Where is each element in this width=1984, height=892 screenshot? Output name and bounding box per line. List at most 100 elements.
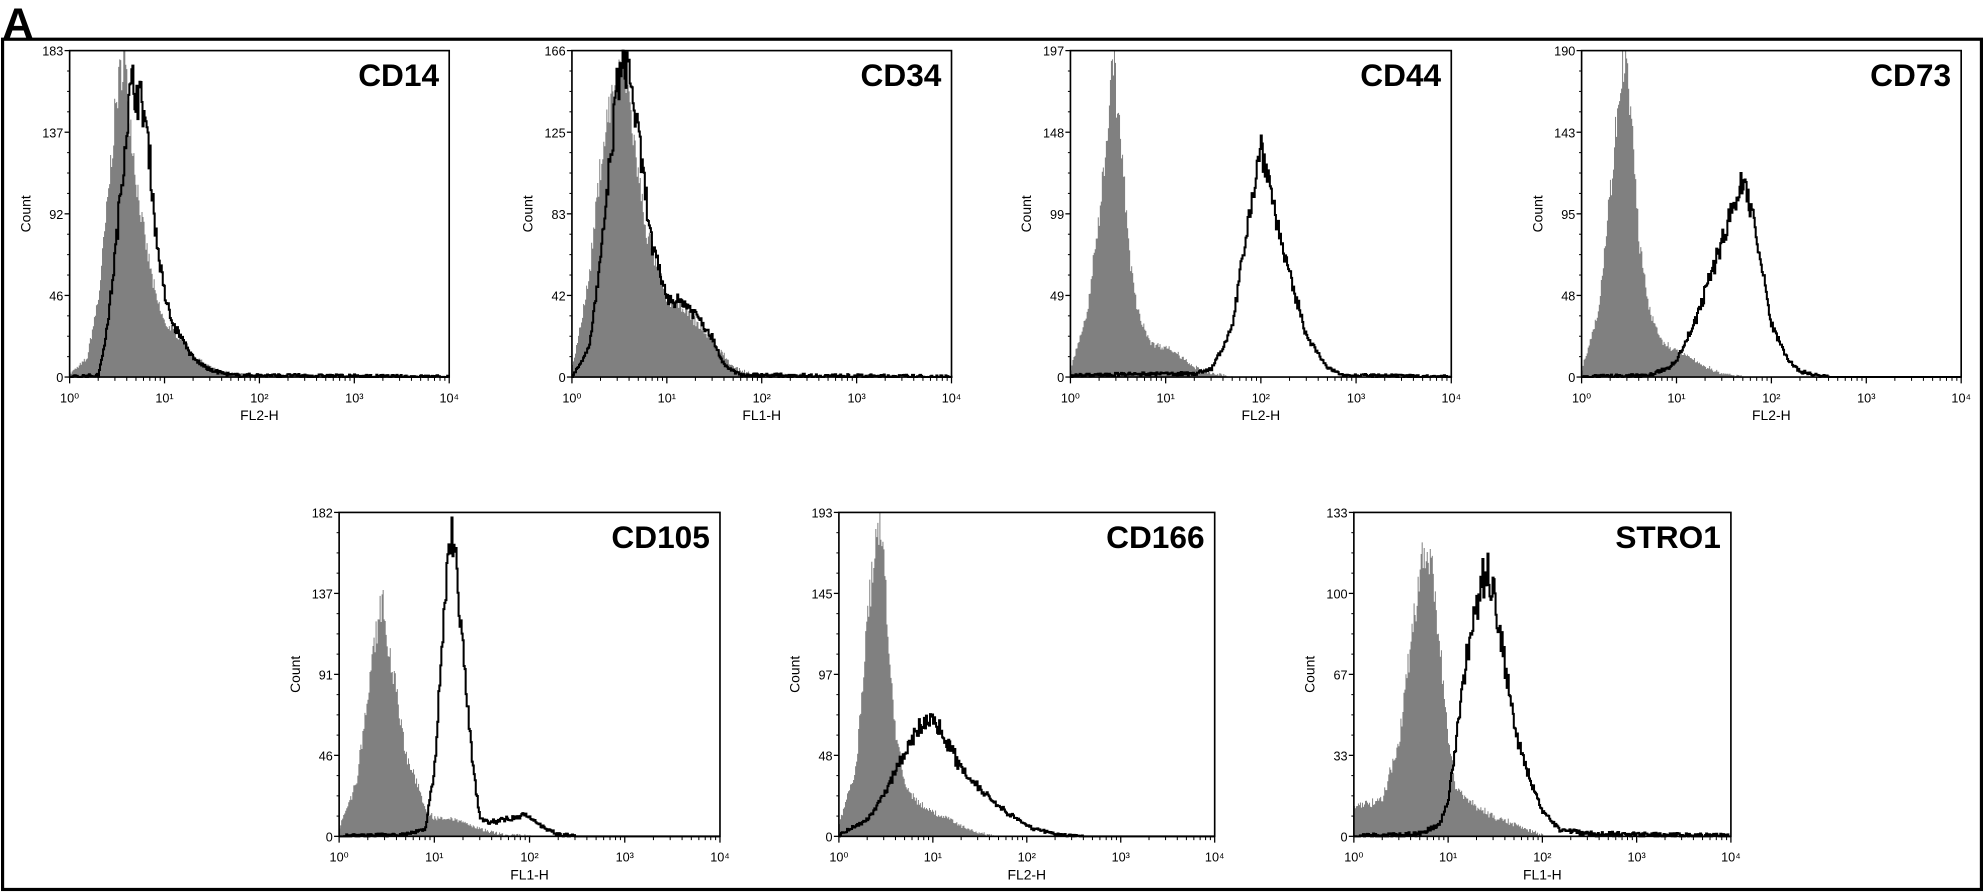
x-tick-label: 10³ bbox=[1628, 851, 1646, 865]
x-tick-label: 10³ bbox=[616, 851, 634, 865]
isotype-histogram bbox=[339, 589, 720, 837]
x-axis-label: FL1-H bbox=[1523, 866, 1562, 882]
x-tick-label: 10⁴ bbox=[1442, 391, 1462, 405]
x-axis-label: FL2-H bbox=[1007, 866, 1046, 882]
x-tick-label: 10² bbox=[753, 391, 771, 405]
x-tick-label: 10³ bbox=[1347, 391, 1365, 405]
y-tick-label: 95 bbox=[1561, 208, 1575, 222]
x-tick-label: 10⁴ bbox=[942, 391, 961, 405]
x-axis-label: FL2-H bbox=[1752, 407, 1791, 423]
x-tick-label: 10² bbox=[1533, 851, 1551, 865]
y-tick-label: 92 bbox=[49, 208, 63, 222]
x-tick-label: 10⁴ bbox=[1721, 851, 1741, 865]
x-axis-label: FL2-H bbox=[240, 407, 279, 423]
y-tick-label: 42 bbox=[552, 289, 566, 303]
marker-title: CD73 bbox=[1870, 57, 1951, 93]
y-tick-label: 99 bbox=[1050, 208, 1064, 222]
marker-title: STRO1 bbox=[1615, 519, 1720, 555]
y-tick-label: 0 bbox=[826, 830, 833, 844]
y-tick-label: 83 bbox=[552, 208, 566, 222]
y-tick-label: 0 bbox=[326, 830, 333, 844]
marker-title: CD166 bbox=[1106, 519, 1204, 555]
x-tick-label: 10⁰ bbox=[829, 851, 848, 865]
isotype-histogram bbox=[1353, 542, 1731, 837]
y-tick-label: 0 bbox=[56, 371, 63, 385]
y-tick-label: 49 bbox=[1050, 289, 1064, 303]
y-axis-label: Count bbox=[520, 195, 536, 232]
y-tick-label: 125 bbox=[545, 126, 566, 140]
y-tick-label: 46 bbox=[49, 289, 63, 303]
x-tick-label: 10⁰ bbox=[330, 851, 349, 865]
x-tick-label: 10¹ bbox=[155, 391, 173, 405]
y-tick-label: 166 bbox=[545, 45, 566, 59]
y-tick-label: 133 bbox=[1326, 506, 1347, 520]
y-tick-label: 67 bbox=[1333, 668, 1347, 682]
figure-frame bbox=[0, 37, 1984, 892]
x-tick-label: 10⁰ bbox=[1344, 851, 1363, 865]
y-tick-label: 193 bbox=[811, 506, 832, 520]
y-tick-label: 33 bbox=[1333, 749, 1347, 763]
x-axis-label: FL1-H bbox=[510, 866, 549, 882]
y-axis-label: Count bbox=[1302, 656, 1318, 693]
y-axis-label: Count bbox=[787, 656, 803, 693]
y-tick-label: 100 bbox=[1326, 587, 1347, 601]
isotype-histogram bbox=[1070, 50, 1452, 378]
x-tick-label: 10⁰ bbox=[60, 391, 79, 405]
x-axis-label: FL2-H bbox=[1242, 407, 1281, 423]
y-tick-label: 183 bbox=[42, 45, 63, 59]
y-tick-label: 0 bbox=[1057, 371, 1064, 385]
x-tick-label: 10⁴ bbox=[1205, 851, 1225, 865]
y-tick-label: 182 bbox=[312, 506, 333, 520]
y-axis-label: Count bbox=[1529, 195, 1545, 232]
marker-title: CD14 bbox=[358, 57, 439, 93]
x-tick-label: 10² bbox=[1762, 391, 1780, 405]
x-tick-label: 10³ bbox=[847, 391, 865, 405]
x-tick-label: 10¹ bbox=[658, 391, 676, 405]
x-tick-label: 10⁰ bbox=[562, 391, 581, 405]
x-tick-label: 10⁴ bbox=[439, 391, 458, 405]
y-tick-label: 148 bbox=[1043, 126, 1064, 140]
isotype-histogram bbox=[838, 512, 1215, 837]
histogram-panel-stro1: 10⁰ 10¹ 10² 10³ 10⁴ 0 33 67 100 133 FL1-H Count STRO… bbox=[1302, 506, 1741, 882]
x-tick-label: 10⁴ bbox=[710, 851, 730, 865]
y-tick-label: 48 bbox=[819, 749, 833, 763]
marker-title: CD34 bbox=[861, 57, 942, 93]
x-tick-label: 10³ bbox=[1857, 391, 1875, 405]
histogram-panel-cd34: 10⁰ 10¹ 10² 10³ 10⁴ 0 42 83 125 166 FL1-H Count CD34 bbox=[520, 45, 962, 423]
x-tick-label: 10⁴ bbox=[1951, 391, 1971, 405]
x-tick-label: 10² bbox=[250, 391, 268, 405]
y-tick-label: 0 bbox=[559, 371, 566, 385]
x-tick-label: 10² bbox=[1252, 391, 1270, 405]
isotype-histogram bbox=[571, 50, 952, 378]
x-tick-label: 10² bbox=[1018, 851, 1036, 865]
y-tick-label: 0 bbox=[1341, 830, 1348, 844]
y-tick-label: 91 bbox=[319, 668, 333, 682]
histogram-panel-cd44: 10⁰ 10¹ 10² 10³ 10⁴ 0 49 99 148 197 FL2-H Count CD44 bbox=[1018, 45, 1461, 423]
x-axis-label: FL1-H bbox=[742, 407, 781, 423]
y-tick-label: 197 bbox=[1043, 45, 1064, 59]
stained-histogram-line bbox=[1070, 134, 1453, 379]
histogram-panel-cd105: 10⁰ 10¹ 10² 10³ 10⁴ 0 46 91 137 182 FL1-H Count CD10… bbox=[287, 506, 730, 882]
y-tick-label: 145 bbox=[811, 587, 832, 601]
y-tick-label: 46 bbox=[319, 749, 333, 763]
x-tick-label: 10¹ bbox=[1667, 391, 1685, 405]
y-tick-label: 0 bbox=[1568, 371, 1575, 385]
isotype-histogram bbox=[69, 50, 450, 378]
y-axis-label: Count bbox=[287, 656, 303, 693]
marker-title: CD44 bbox=[1360, 57, 1441, 93]
x-tick-label: 10¹ bbox=[924, 851, 942, 865]
x-tick-label: 10⁰ bbox=[1061, 391, 1080, 405]
x-tick-label: 10¹ bbox=[1157, 391, 1175, 405]
y-tick-label: 190 bbox=[1554, 45, 1575, 59]
x-tick-label: 10³ bbox=[1112, 851, 1130, 865]
y-tick-label: 48 bbox=[1561, 289, 1575, 303]
y-tick-label: 137 bbox=[42, 126, 63, 140]
histogram-panel-cd73: 10⁰ 10¹ 10² 10³ 10⁴ 0 48 95 143 190 FL2-H Count CD73 bbox=[1529, 45, 1971, 423]
x-tick-label: 10⁰ bbox=[1572, 391, 1591, 405]
x-tick-label: 10³ bbox=[345, 391, 363, 405]
y-tick-label: 137 bbox=[312, 587, 333, 601]
y-tick-label: 143 bbox=[1554, 126, 1575, 140]
x-tick-label: 10¹ bbox=[1439, 851, 1457, 865]
y-axis-label: Count bbox=[17, 195, 33, 232]
